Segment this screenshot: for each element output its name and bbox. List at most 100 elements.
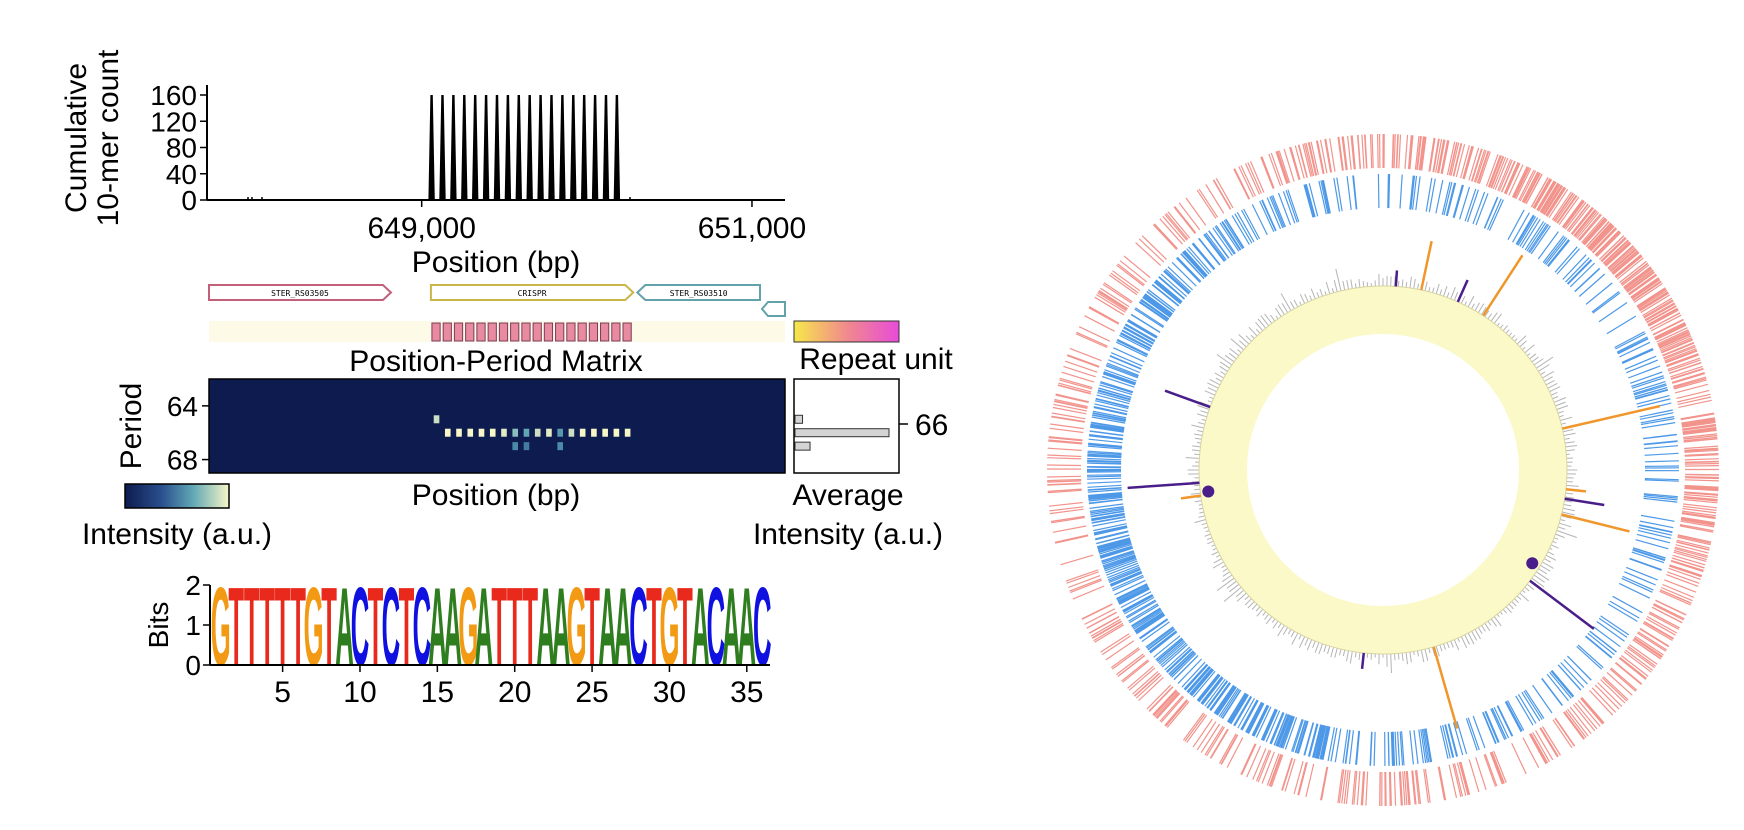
forward-feature-ticks (1046, 133, 1720, 807)
logo-letter: C (413, 566, 432, 690)
average-bar (794, 414, 804, 424)
logo-letter: T (259, 566, 275, 690)
logo-xtick-label: 20 (498, 676, 531, 709)
kmer-ylabel-line2: 10-mer count (92, 49, 125, 226)
matrix-cell (456, 428, 462, 437)
orange-spike (1562, 404, 1661, 430)
kmer-xtick-label: 649,000 (367, 212, 475, 245)
gene-arrows: STER_RS03505 CRISPR STER_RS03510 (208, 284, 786, 317)
kmer-peak (504, 95, 512, 200)
kmer-peak (450, 95, 457, 200)
matrix-cell (523, 428, 530, 437)
logo-letter: T (290, 566, 306, 690)
kmer-ytick-label: 160 (150, 80, 197, 111)
logo-letter: A (335, 566, 354, 690)
repeat-unit (588, 322, 599, 342)
orange-spike (1565, 487, 1587, 493)
logo-ytick-label: 1 (185, 610, 201, 641)
intensity-colorbar (124, 483, 230, 509)
gene-arrow (635, 284, 761, 301)
logo-letter: T (321, 566, 337, 690)
repeat-spikes (1127, 240, 1661, 729)
matrix-cell (501, 428, 507, 437)
logo-ytick-label: 0 (185, 650, 201, 681)
logo-letter: T (399, 566, 415, 690)
reverse-strand-ring (1086, 173, 1680, 767)
repeat-unit (532, 322, 542, 342)
orange-spike (1180, 494, 1201, 500)
repeat-unit (521, 322, 531, 342)
kmer-x-ticks: 649,000 651,000 (367, 200, 806, 245)
average-frame (793, 378, 900, 474)
gene-label: CRISPR (518, 289, 547, 298)
purple-spike (1564, 497, 1605, 507)
logo-x-ticks: 5 10 15 20 25 30 35 (274, 665, 763, 709)
average-xlabel-line1: Average (792, 479, 903, 512)
kmer-xtick-label: 651,000 (698, 212, 806, 245)
matrix-y-ticks: 64 68 (167, 391, 209, 476)
logo-letter: A (475, 566, 494, 690)
repeat-unit (498, 322, 509, 342)
matrix-cell (557, 428, 563, 437)
matrix-cell (613, 428, 620, 437)
repeat-unit-colorbar (793, 320, 900, 343)
purple-spike (1394, 270, 1399, 287)
logo-letter: C (629, 566, 648, 690)
matrix-ylabel: Period (115, 383, 148, 470)
matrix-cell (602, 428, 608, 437)
kmer-peak (591, 95, 599, 200)
logo-xtick-label: 15 (421, 676, 454, 709)
kmer-peak (471, 95, 479, 200)
logo-xtick-label: 35 (730, 676, 763, 709)
matrix-cell (433, 415, 440, 424)
purple-spike (1164, 389, 1211, 409)
logo-letter: A (536, 566, 555, 690)
kmer-peak (613, 95, 621, 200)
logo-letter: A (444, 566, 463, 690)
average-bars (794, 414, 890, 451)
logo-letter: C (753, 566, 772, 690)
matrix-cell (444, 428, 451, 437)
logo-letter: A (614, 566, 633, 690)
repeat-units (431, 322, 632, 342)
repeat-unit (622, 322, 632, 342)
logo-letter: A (738, 566, 757, 690)
purple-spike (1127, 481, 1200, 490)
logo-letter: T (368, 566, 384, 690)
logo-letter: A (428, 566, 447, 690)
forward-strand-ring (1046, 133, 1720, 807)
purple-spike (1360, 652, 1366, 670)
matrix-cell (579, 428, 586, 437)
logo-letter: T (491, 566, 507, 690)
matrix-cell (523, 442, 530, 451)
logo-ytick-label: 2 (185, 570, 201, 601)
kmer-peak (482, 95, 490, 200)
repeat-unit (600, 322, 610, 342)
reverse-feature-ticks (1086, 173, 1680, 767)
orange-spike (1432, 646, 1459, 729)
kmer-peak (461, 95, 468, 200)
average-xlabel-line2: Intensity (a.u.) (753, 518, 943, 551)
kmer-peak (602, 95, 610, 200)
kmer-peak (559, 95, 566, 200)
logo-ylabel: Bits (143, 602, 174, 649)
repeat-unit (442, 322, 452, 342)
logo-letter: G (458, 566, 478, 690)
repeat-unit-label: Repeat unit (799, 343, 953, 376)
kmer-bars (247, 95, 631, 200)
logo-letter: T (522, 566, 538, 690)
repeat-unit (453, 322, 464, 342)
matrix-cell (512, 428, 519, 437)
intensity-colorbar-label: Intensity (a.u.) (82, 518, 272, 551)
logo-letter: G (304, 566, 324, 690)
orange-spike (1420, 240, 1433, 291)
matrix-panel: 64 68 Period Position (bp) Intensity (a.u… (82, 378, 786, 551)
kmer-peak (580, 95, 588, 200)
kmer-peak (428, 95, 435, 200)
repeat-unit (577, 322, 587, 342)
kmer-ytick-label: 0 (181, 185, 197, 216)
kmer-peak (537, 95, 544, 200)
logo-xtick-label: 25 (575, 676, 608, 709)
